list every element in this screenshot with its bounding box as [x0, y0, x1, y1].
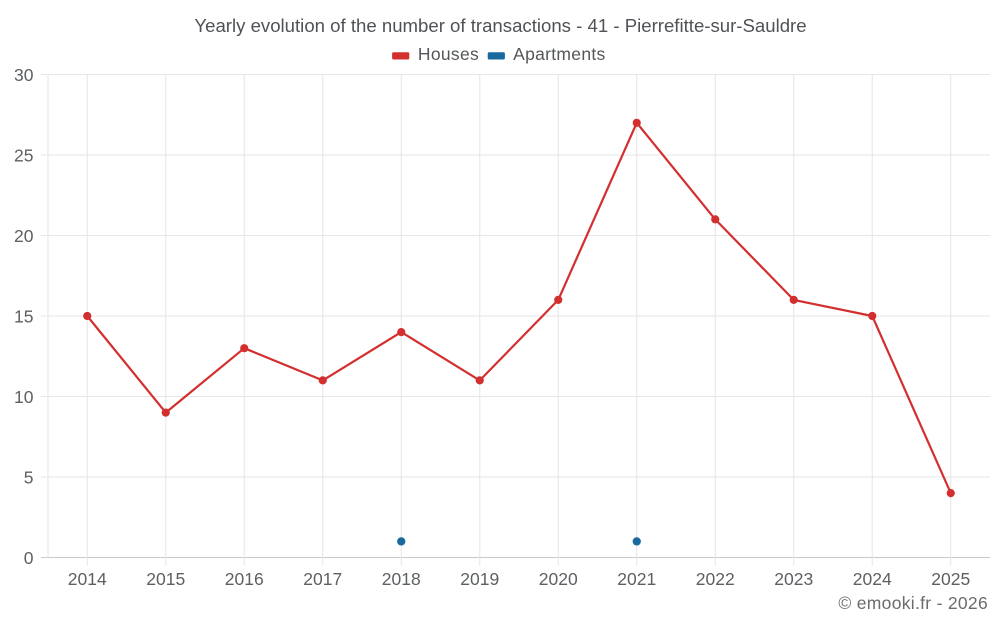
svg-text:2021: 2021 [617, 569, 656, 589]
svg-text:Apartments: Apartments [513, 44, 605, 64]
svg-text:2025: 2025 [931, 569, 970, 589]
svg-text:2018: 2018 [382, 569, 421, 589]
svg-text:2014: 2014 [68, 569, 107, 589]
svg-text:2015: 2015 [146, 569, 185, 589]
svg-text:2024: 2024 [853, 569, 892, 589]
svg-text:15: 15 [14, 306, 33, 326]
svg-text:0: 0 [24, 548, 34, 568]
svg-text:2022: 2022 [696, 569, 735, 589]
svg-text:Yearly evolution of the number: Yearly evolution of the number of transa… [194, 15, 806, 36]
svg-text:20: 20 [14, 226, 34, 246]
svg-text:10: 10 [14, 387, 34, 407]
svg-text:2020: 2020 [539, 569, 578, 589]
svg-text:30: 30 [14, 65, 34, 85]
svg-text:2023: 2023 [774, 569, 813, 589]
svg-text:25: 25 [14, 145, 33, 165]
svg-text:2017: 2017 [303, 569, 342, 589]
svg-text:2016: 2016 [225, 569, 264, 589]
svg-text:2019: 2019 [460, 569, 499, 589]
svg-text:5: 5 [24, 467, 34, 487]
svg-text:Houses: Houses [418, 44, 479, 64]
svg-text:© emooki.fr - 2026: © emooki.fr - 2026 [838, 593, 988, 613]
